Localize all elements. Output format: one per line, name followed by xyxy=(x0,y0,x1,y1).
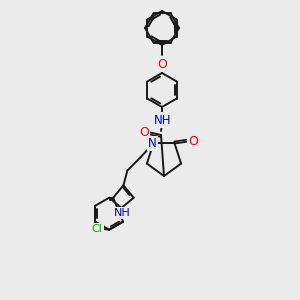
Text: NH: NH xyxy=(154,113,172,127)
Text: Cl: Cl xyxy=(92,224,103,234)
Text: O: O xyxy=(189,135,199,148)
Text: O: O xyxy=(139,125,149,139)
Text: N: N xyxy=(148,137,157,150)
Text: O: O xyxy=(157,58,167,70)
Text: NH: NH xyxy=(114,208,131,218)
